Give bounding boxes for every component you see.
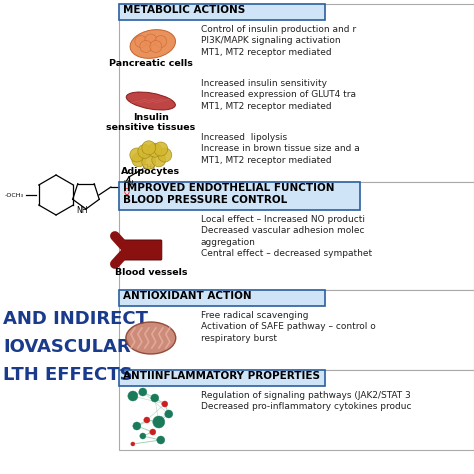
Text: Pancreatic cells: Pancreatic cells (109, 59, 193, 68)
Circle shape (133, 422, 141, 430)
Text: Local effect – Increased NO producti
Decreased vascular adhesion molec
aggregati: Local effect – Increased NO producti Dec… (201, 215, 372, 258)
Ellipse shape (130, 30, 175, 58)
Circle shape (142, 141, 156, 155)
Text: CH₃: CH₃ (143, 164, 155, 170)
Circle shape (145, 34, 157, 46)
Circle shape (148, 143, 162, 157)
Circle shape (132, 153, 146, 167)
FancyBboxPatch shape (119, 182, 474, 290)
FancyBboxPatch shape (119, 290, 474, 370)
Circle shape (135, 36, 147, 47)
Text: ANTIOXIDANT ACTION: ANTIOXIDANT ACTION (123, 291, 252, 301)
Circle shape (142, 155, 156, 169)
Circle shape (150, 40, 162, 53)
Circle shape (139, 388, 147, 396)
Text: Increased insulin sensitivity
Increased expression of GLUT4 tra
MT1, MT2 recepto: Increased insulin sensitivity Increased … (201, 79, 356, 111)
Text: Increased  lipolysis
Increase in brown tissue size and a
MT1, MT2 receptor media: Increased lipolysis Increase in brown ti… (201, 133, 359, 165)
Text: HN: HN (124, 180, 134, 186)
Circle shape (144, 417, 150, 423)
Text: Free radical scavenging
Activation of SAFE pathway – control o
respiratory burst: Free radical scavenging Activation of SA… (201, 311, 375, 343)
Text: NH: NH (76, 206, 88, 215)
Circle shape (155, 36, 167, 47)
Circle shape (130, 148, 144, 162)
Text: AND INDIRECT: AND INDIRECT (3, 310, 148, 328)
Circle shape (158, 148, 172, 162)
Text: IMPROVED ENDOTHELIAL FUNCTION
BLOOD PRESSURE CONTROL: IMPROVED ENDOTHELIAL FUNCTION BLOOD PRES… (123, 183, 334, 205)
FancyBboxPatch shape (119, 370, 474, 450)
Circle shape (140, 433, 146, 439)
Text: METABOLIC ACTIONS: METABOLIC ACTIONS (123, 5, 245, 15)
Circle shape (152, 153, 166, 167)
Circle shape (157, 436, 165, 444)
Circle shape (140, 40, 152, 53)
FancyBboxPatch shape (119, 182, 360, 210)
FancyBboxPatch shape (119, 370, 325, 386)
Text: Control of insulin production and r
PI3K/MAPK signaling activation
MT1, MT2 rece: Control of insulin production and r PI3K… (201, 25, 356, 57)
Circle shape (154, 142, 168, 156)
Text: -OCH₃: -OCH₃ (5, 192, 24, 198)
Text: LTH EFFECTS: LTH EFFECTS (3, 366, 133, 384)
Text: Blood vessels: Blood vessels (115, 268, 187, 277)
FancyBboxPatch shape (119, 4, 474, 182)
Circle shape (153, 416, 165, 428)
Text: ANTIINFLAMMATORY PROPERTIES: ANTIINFLAMMATORY PROPERTIES (123, 371, 320, 381)
Circle shape (131, 442, 135, 446)
Circle shape (165, 410, 173, 418)
Circle shape (150, 429, 156, 435)
Circle shape (162, 401, 168, 407)
Text: Regulation of signaling pathways (JAK2/STAT 3
Decreased pro-inflammatory cytokin: Regulation of signaling pathways (JAK2/S… (201, 391, 411, 411)
FancyBboxPatch shape (119, 4, 325, 20)
Circle shape (151, 394, 159, 402)
Circle shape (128, 391, 138, 401)
Text: Adipocytes: Adipocytes (121, 167, 181, 176)
Text: Insulin
sensitive tissues: Insulin sensitive tissues (106, 113, 195, 132)
FancyBboxPatch shape (119, 290, 325, 306)
Text: O: O (124, 188, 130, 197)
FancyBboxPatch shape (124, 240, 162, 260)
Text: IOVASCULAR: IOVASCULAR (3, 338, 131, 356)
Ellipse shape (126, 322, 176, 354)
Ellipse shape (126, 92, 175, 110)
Circle shape (138, 145, 152, 158)
